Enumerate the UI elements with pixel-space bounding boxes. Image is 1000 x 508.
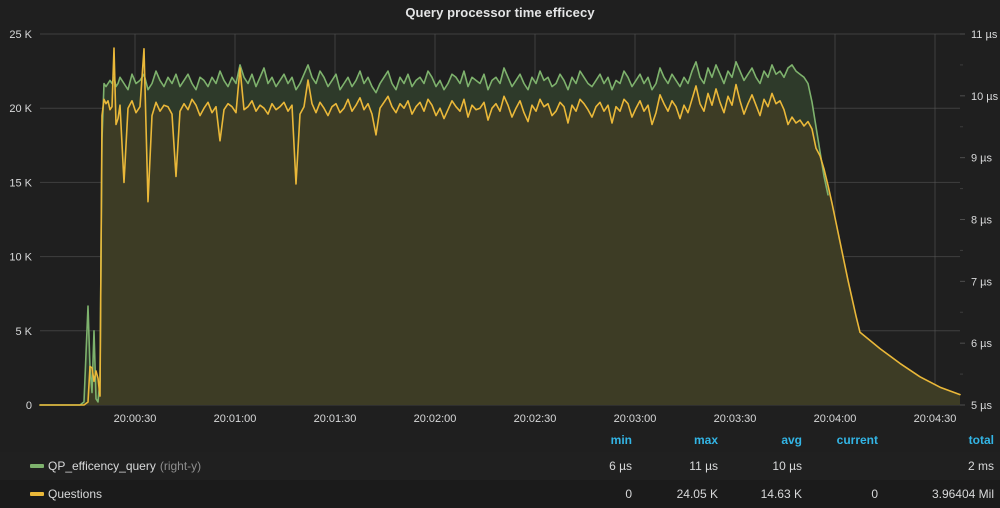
left-axis-tick-label: 25 K <box>9 29 32 41</box>
legend-value-avg: 10 µs <box>772 459 802 473</box>
legend-value-current: 0 <box>871 487 878 501</box>
x-axis-tick-label: 20:03:00 <box>614 413 657 424</box>
legend-value-max: 24.05 K <box>676 487 718 501</box>
series-line-Questions[interactable] <box>39 47 961 406</box>
legend-value-min: 0 <box>625 487 632 501</box>
legend-spacer-header <box>0 428 564 452</box>
legend-value-max: 11 µs <box>689 459 718 473</box>
x-axis-tick-label: 20:02:00 <box>414 413 457 424</box>
left-axis-tick-label: 20 K <box>9 103 32 115</box>
left-axis-tick-label: 0 <box>26 400 32 412</box>
legend-header-row: min max avg current total <box>0 428 1000 452</box>
left-axis-tick-label: 5 K <box>15 326 32 338</box>
legend-header-max[interactable]: max <box>693 433 718 447</box>
legend-header-min[interactable]: min <box>610 433 632 447</box>
left-axis-tick-label: 10 K <box>9 252 32 264</box>
legend-series-name-cell[interactable]: QP_efficency_query (right-y) <box>0 452 564 480</box>
legend-table: min max avg current total QP_efficency_q… <box>0 428 1000 508</box>
right-axis-tick-label: 10 µs <box>971 91 999 103</box>
right-axis-tick-label: 7 µs <box>971 276 993 288</box>
right-axis-tick-label: 6 µs <box>971 338 993 350</box>
legend-value-total: 3.96404 Mil <box>931 487 994 501</box>
legend-value-min: 6 µs <box>609 459 632 473</box>
right-axis-tick-label: 9 µs <box>971 153 993 165</box>
x-axis-tick-label: 20:01:00 <box>214 413 257 424</box>
x-axis-tick-label: 20:03:30 <box>714 413 757 424</box>
page-title: Query processor time efficecy <box>405 5 595 20</box>
x-axis-tick-label: 20:01:30 <box>314 413 357 424</box>
legend-value-current <box>808 452 884 480</box>
legend-row[interactable]: Questions 0 24.05 K 14.63 K 0 3.96404 Mil <box>0 480 1000 508</box>
x-axis-tick-label: 20:00:30 <box>114 413 157 424</box>
legend-color-swatch[interactable] <box>30 464 44 468</box>
x-axis-tick-label: 20:04:30 <box>914 413 957 424</box>
left-axis-ticks: 0 5 K 10 K 15 K 20 K 25 K <box>9 29 32 412</box>
legend-value-avg: 14.63 K <box>760 487 802 501</box>
legend-body: QP_efficency_query (right-y) 6 µs 11 µs 10 µ… <box>0 452 1000 508</box>
series-lines <box>39 47 961 406</box>
right-axis-ticks: 5 µs 6 µs 7 µs 8 µs 9 µs 10 µs 11 µs <box>960 29 999 412</box>
legend-row[interactable]: QP_efficency_query (right-y) 6 µs 11 µs 10 µ… <box>0 452 1000 480</box>
graph-canvas[interactable]: 0 5 K 10 K 15 K 20 K 25 K 5 µs 6 µs 7 µs 8 µs 9 µ… <box>0 24 1000 424</box>
series-area-Questions <box>40 48 960 405</box>
right-axis-tick-label: 5 µs <box>971 400 993 412</box>
x-axis-tick-label: 20:04:00 <box>814 413 857 424</box>
legend-series-label[interactable]: QP_efficency_query <box>48 459 156 473</box>
right-axis-tick-label: 8 µs <box>971 215 993 227</box>
legend-header-total[interactable]: total <box>968 433 994 447</box>
legend-header-current[interactable]: current <box>836 433 878 447</box>
left-axis-tick-label: 15 K <box>9 177 32 189</box>
series-area-fills <box>40 48 960 406</box>
x-axis-tick-label: 20:02:30 <box>514 413 557 424</box>
legend-color-swatch[interactable] <box>30 492 44 496</box>
legend[interactable]: min max avg current total QP_efficency_q… <box>0 428 1000 508</box>
legend-series-name-cell[interactable]: Questions <box>0 480 564 508</box>
x-axis-ticks: 20:00:30 20:01:00 20:01:30 20:02:00 20:02:30… <box>114 413 957 424</box>
legend-series-label[interactable]: Questions <box>48 487 103 501</box>
legend-value-total: 2 ms <box>967 459 994 473</box>
legend-header-avg[interactable]: avg <box>781 433 802 447</box>
legend-axis-note: (right-y) <box>159 459 202 473</box>
graph-plot-area[interactable]: 0 5 K 10 K 15 K 20 K 25 K 5 µs 6 µs 7 µs 8 µs 9 µ… <box>0 24 1000 424</box>
right-axis-tick-label: 11 µs <box>971 29 998 41</box>
